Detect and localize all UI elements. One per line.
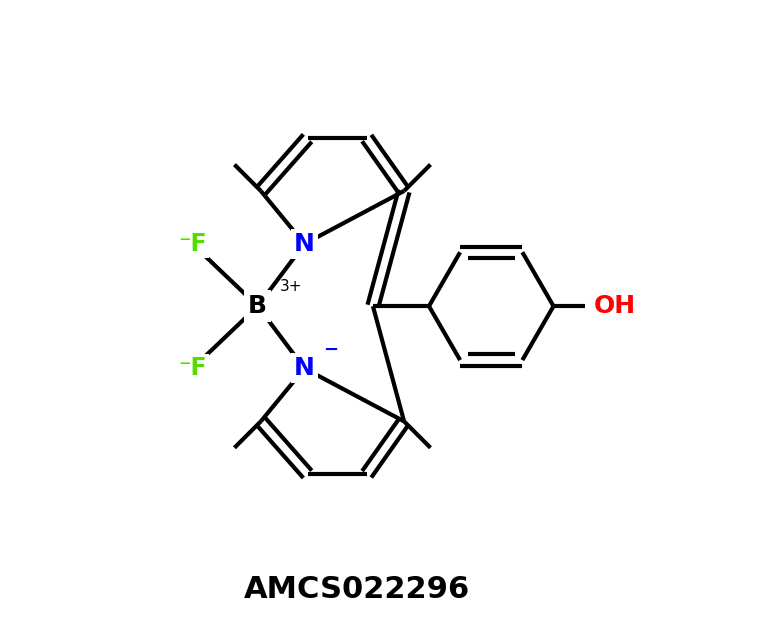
Text: ⁻F: ⁻F (178, 232, 207, 256)
Text: B: B (248, 294, 267, 318)
Text: −: − (323, 341, 338, 359)
Text: AMCS022296: AMCS022296 (244, 575, 471, 604)
Text: 3+: 3+ (280, 279, 302, 294)
Text: ⁻F: ⁻F (178, 357, 207, 380)
Text: N: N (294, 357, 315, 380)
Text: N: N (294, 232, 315, 256)
Text: OH: OH (594, 294, 636, 318)
